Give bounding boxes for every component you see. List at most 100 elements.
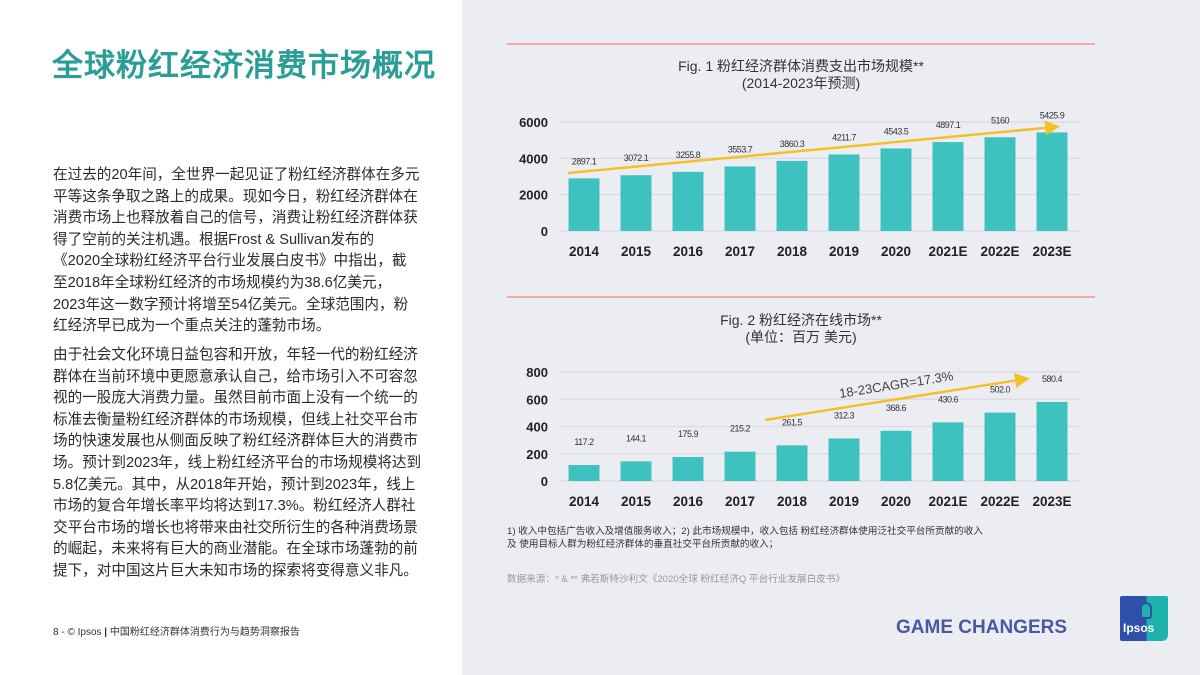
y-tick-label: 6000 [519, 115, 548, 130]
paragraph-line: 得了空前的关注机遇。根据Frost & Sullivan发布的 [53, 231, 375, 248]
bar [1036, 132, 1068, 231]
bar [984, 412, 1016, 481]
x-tick-label: 2017 [725, 494, 755, 509]
data-label: 3553.7 [728, 144, 753, 154]
x-tick-label: 2014 [569, 494, 600, 509]
data-label: 215.2 [730, 424, 751, 434]
fig2-subtitle: (单位：百万 美元) [745, 329, 857, 345]
x-tick-label: 2023E [1032, 244, 1071, 259]
paragraph-line: 红经济早已成为一个重点关注的蓬勃市场。 [53, 318, 331, 335]
data-label: 3255.8 [676, 150, 701, 160]
y-tick-label: 400 [526, 420, 548, 435]
right-panel [462, 0, 1200, 675]
bar [568, 178, 600, 231]
x-tick-label: 2021E [928, 244, 967, 259]
chart-footnote: 1) 收入中包括广告收入及增值服务收入；2) 此市场规模中，收入包括 粉红经济群… [507, 525, 1107, 551]
x-tick-label: 2018 [777, 494, 808, 509]
paragraph-line: 《2020全球粉红经济平台行业发展白皮书》中指出，截 [53, 253, 407, 270]
x-tick-label: 2022E [980, 244, 1019, 259]
data-label: 312.3 [834, 410, 855, 420]
x-tick-label: 2019 [829, 494, 859, 509]
page-title: 全球粉红经济消费市场概况 [52, 48, 436, 83]
bar [568, 465, 600, 481]
divider-top [507, 43, 1095, 45]
y-tick-label: 4000 [519, 151, 548, 166]
paragraph-line: 5.8亿美元。其中，从2018年开始，预计到2023年，线上 [53, 476, 416, 493]
bar [672, 171, 704, 231]
bar [984, 137, 1016, 231]
paragraph-line: 市场的复合年增长率平均将达到17.3%。粉红经济人群社 [53, 498, 416, 515]
x-tick-label: 2016 [673, 494, 704, 509]
paragraph-line: 标准去衡量粉红经济群体的市场规模，但线上社交平台市 [53, 411, 418, 428]
game-changers-tagline: GAME CHANGERS [896, 617, 1068, 638]
y-tick-label: 800 [526, 365, 548, 380]
data-label: 175.9 [678, 429, 699, 439]
y-tick-label: 200 [526, 447, 548, 462]
paragraph-line: 的崛起，未来将有巨大的商业潜能。在全球市场蓬勃的前 [53, 541, 418, 558]
x-tick-label: 2020 [881, 494, 911, 509]
fig2-title-block: Fig. 2 粉红经济在线市场** (单位：百万 美元) [507, 312, 1095, 346]
data-label: 5425.9 [1040, 110, 1065, 120]
data-label: 261.5 [782, 417, 803, 427]
data-label: 430.6 [938, 394, 959, 404]
y-tick-label: 0 [541, 224, 548, 239]
fig1-title-block: Fig. 1 粉红经济群体消费支出市场规模** (2014-2023年预测) [507, 58, 1095, 92]
bar [880, 148, 912, 231]
bar [828, 154, 860, 231]
paragraph-1: 在过去的20年间，全世界一起见证了粉红经济群体在多元 平等这条争取之路上的成果。现… [53, 165, 420, 338]
data-label: 144.1 [626, 433, 647, 443]
paragraph-2: 由于社会文化环境日益包容和开放，年轻一代的粉红经济 群体在当前环境中更愿意承认自己… [53, 345, 421, 583]
paragraph-line: 平等这条争取之路上的成果。现如今日，粉红经济群体在 [53, 188, 418, 205]
paragraph-line: 交平台市场的增长也将带来由社交所衍生的各种消费场景 [53, 519, 418, 536]
paragraph-line: 由于社会文化环境日益包容和开放，年轻一代的粉红经济 [53, 347, 418, 363]
x-tick-label: 2016 [673, 244, 704, 259]
trend-arrow [567, 120, 1060, 175]
paragraph-line: 提下，对中国这片巨大未知市场的探索将变得意义非凡。 [53, 562, 418, 579]
x-tick-label: 2014 [569, 244, 600, 259]
paragraph-line: 在过去的20年间，全世界一起见证了粉红经济群体在多元 [53, 167, 420, 183]
bar [724, 166, 756, 231]
page-number: 8 [53, 627, 59, 638]
data-label: 580.4 [1042, 374, 1063, 384]
left-panel: 全球粉红经济消费市场概况 在过去的20年间，全世界一起见证了粉红经济群体在多元平… [0, 0, 462, 675]
ipsos-logo: Ipsos [1120, 596, 1168, 641]
data-label: 4211.7 [832, 132, 856, 142]
x-tick-label: 2021E [928, 494, 967, 509]
data-label: 502.0 [990, 385, 1011, 395]
fig2-title: Fig. 2 粉红经济在线市场** [720, 312, 882, 328]
data-label: 3072.1 [624, 153, 649, 163]
bar [620, 461, 652, 481]
bar [776, 445, 808, 481]
data-label: 117.2 [574, 437, 594, 447]
paragraph-line: 2023年这一数字预计将增至54亿美元。全球范围内，粉 [53, 296, 409, 313]
paragraph-line: 消费市场上也释放着自己的信号，消费让粉红经济群体获 [53, 210, 418, 227]
divider-middle [507, 296, 1095, 298]
data-label: 4543.5 [884, 126, 909, 136]
data-label: 4897.1 [936, 120, 961, 130]
bar [776, 160, 808, 231]
bar [880, 430, 912, 481]
x-tick-label: 2015 [621, 494, 652, 509]
data-label: 3860.3 [780, 139, 805, 149]
x-tick-label: 2023E [1032, 494, 1071, 509]
footnote-line-2: 及 使用目标人群为粉红经济群体的垂直社交平台所贡献的收入； [507, 539, 779, 550]
y-tick-label: 2000 [519, 188, 548, 203]
bar [932, 422, 964, 481]
y-tick-label: 0 [541, 474, 548, 489]
data-label: 5160 [991, 115, 1010, 125]
cagr-arrow [764, 373, 1030, 422]
fig1-subtitle: (2014-2023年预测) [741, 75, 861, 91]
bar [932, 142, 964, 231]
x-tick-label: 2017 [725, 244, 755, 259]
x-tick-label: 2020 [881, 244, 911, 259]
footnote-line-1: 1) 收入中包括广告收入及增值服务收入；2) 此市场规模中，收入包括 粉红经济群… [507, 526, 983, 537]
footer-brand: © Ipsos [67, 627, 102, 638]
x-tick-label: 2019 [829, 244, 859, 259]
data-source: 数据来源：* & ** 弗若斯特沙利文《2020全球 粉红经济Q 平台行业发展白… [507, 574, 845, 585]
x-tick-label: 2018 [777, 244, 808, 259]
data-label: 368.6 [886, 403, 907, 413]
footer-report-title: 中国粉红经济群体消费行为与趋势洞察报告 [109, 627, 300, 638]
paragraph-line: 场的快速发展也从侧面反映了粉红经济群体巨大的消费市 [53, 433, 418, 450]
fig1-title: Fig. 1 粉红经济群体消费支出市场规模** [678, 58, 924, 74]
